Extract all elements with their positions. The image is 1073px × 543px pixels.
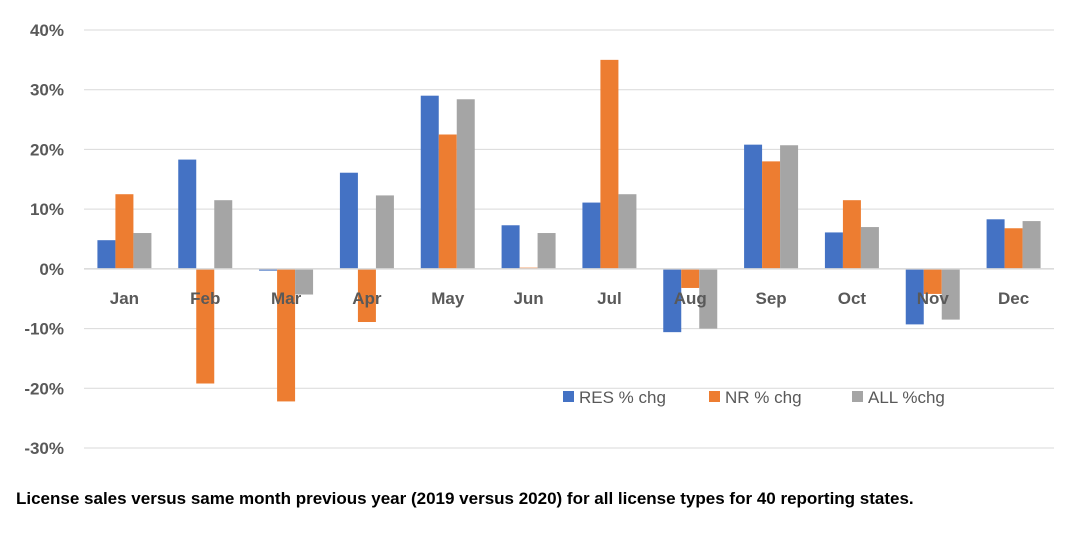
legend-label: RES % chg	[579, 388, 666, 407]
bar-nr-chg-sep	[762, 161, 781, 269]
legend-label: NR % chg	[725, 388, 802, 407]
bar-all-chg-jan	[133, 233, 152, 269]
category-label: Jun	[513, 289, 543, 308]
bar-res-chg-may	[420, 95, 439, 269]
bar-nr-chg-aug	[681, 268, 700, 288]
category-labels: Jan Feb Mar Apr May Jun Jul Aug Sep Oct Nov Dec	[110, 289, 1029, 308]
bar-res-chg-jan	[97, 240, 116, 269]
category-label: Mar	[271, 289, 302, 308]
category-label: Feb	[190, 289, 220, 308]
bar-nr-chg-mar	[277, 268, 296, 402]
y-tick-label: 10%	[30, 200, 64, 219]
legend-label: ALL %chg	[868, 388, 945, 407]
legend-swatch	[563, 391, 574, 402]
y-tick-label: 0%	[39, 260, 64, 279]
chart-caption: License sales versus same month previous…	[16, 489, 914, 508]
bar-all-chg-nov	[941, 268, 960, 320]
bars	[97, 59, 1041, 402]
y-axis-ticks: 40% 30% 20% 10% 0% -10% -20% -30%	[24, 21, 64, 458]
bar-all-chg-apr	[375, 195, 394, 269]
bar-nr-chg-may	[438, 134, 457, 269]
bar-res-chg-feb	[178, 159, 197, 269]
category-label: Dec	[998, 289, 1029, 308]
bar-res-chg-jul	[582, 202, 601, 269]
bar-all-chg-jul	[618, 194, 637, 269]
category-label: Apr	[352, 289, 382, 308]
y-tick-label: 40%	[30, 21, 64, 40]
bar-res-chg-apr	[339, 172, 358, 269]
bar-res-chg-sep	[744, 144, 763, 269]
y-tick-label: -10%	[24, 320, 64, 339]
y-tick-label: -20%	[24, 379, 64, 398]
bar-all-chg-feb	[214, 200, 233, 269]
bar-nr-chg-feb	[196, 268, 215, 384]
bar-all-chg-may	[456, 99, 475, 269]
bar-res-chg-jun	[501, 225, 520, 269]
bar-all-chg-aug	[699, 268, 718, 329]
category-label: Jan	[110, 289, 139, 308]
y-tick-label: -30%	[24, 439, 64, 458]
bar-nr-chg-oct	[842, 200, 861, 269]
bar-res-chg-nov	[905, 268, 924, 325]
bar-all-chg-mar	[295, 268, 314, 295]
category-label: Jul	[597, 289, 622, 308]
bar-nr-chg-jul	[600, 59, 619, 269]
bar-all-chg-jun	[537, 233, 556, 269]
category-label: Sep	[755, 289, 786, 308]
category-label: Nov	[917, 289, 950, 308]
bar-nr-chg-dec	[1004, 228, 1023, 269]
bar-res-chg-mar	[259, 268, 278, 271]
legend: RES % chg NR % chg ALL %chg	[563, 388, 945, 407]
bar-res-chg-dec	[986, 219, 1005, 269]
legend-swatch	[709, 391, 720, 402]
bar-nr-chg-apr	[357, 268, 376, 323]
bar-all-chg-oct	[860, 227, 879, 269]
category-label: Aug	[674, 289, 707, 308]
bar-nr-chg-nov	[923, 268, 942, 294]
bar-res-chg-oct	[824, 232, 843, 269]
category-label: May	[431, 289, 465, 308]
y-tick-label: 30%	[30, 81, 64, 100]
y-tick-label: 20%	[30, 140, 64, 159]
bar-all-chg-sep	[780, 145, 799, 269]
bar-all-chg-dec	[1022, 221, 1041, 269]
legend-swatch	[852, 391, 863, 402]
category-label: Oct	[838, 289, 867, 308]
chart: 40% 30% 20% 10% 0% -10% -20% -30% Jan Feb Mar Apr M…	[24, 21, 1054, 458]
bar-res-chg-aug	[663, 268, 682, 333]
bar-nr-chg-jan	[115, 194, 134, 269]
